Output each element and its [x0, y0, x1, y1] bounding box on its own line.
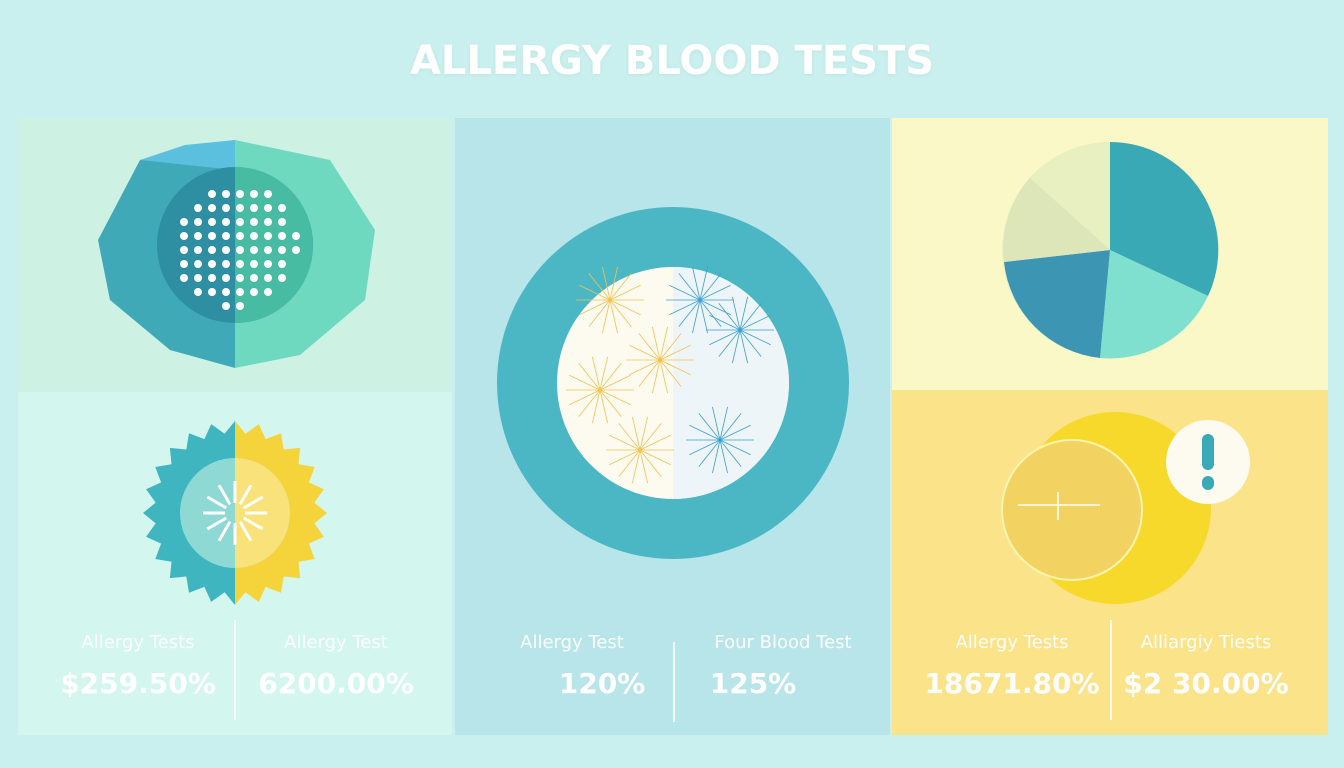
stat-2: Allergy Test 6200.00% — [236, 632, 436, 700]
stat-value: 120% — [558, 667, 646, 700]
page-title: ALLERGY BLOOD TESTS — [409, 38, 935, 84]
stat-6: Alliargiy Tiests $2 30.00% — [1106, 632, 1306, 700]
stat-label: Four Blood Test — [714, 632, 852, 653]
sun-gear-icon — [143, 421, 327, 605]
stat-label: Allergy Test — [520, 632, 624, 653]
blood-cell-circle-icon — [497, 207, 849, 559]
stat-label: Allergy Tests — [955, 632, 1069, 653]
stat-value: 18671.80% — [924, 667, 1100, 700]
exclamation-icon — [1166, 420, 1250, 504]
stat-value: $2 30.00% — [1123, 667, 1289, 700]
stat-1: Allergy Tests $259.50% — [38, 632, 238, 700]
pie-chart-icon — [1002, 141, 1219, 359]
divider — [673, 642, 675, 722]
stat-4: Four Blood Test 125% — [683, 632, 883, 700]
stat-label: Alliargiy Tiests — [1140, 632, 1272, 653]
stat-value: 125% — [709, 667, 797, 700]
stat-value: 6200.00% — [258, 667, 414, 700]
divider — [1110, 620, 1112, 720]
stat-label: Allergy Test — [284, 632, 388, 653]
dome-dots-icon — [98, 140, 375, 368]
stat-5: Allergy Tests 18671.80% — [912, 632, 1112, 700]
divider — [234, 620, 236, 720]
stat-3: Allergy Test 120% — [472, 632, 672, 700]
overlapping-circles-icon — [1001, 412, 1211, 604]
stat-label: Allergy Tests — [81, 632, 195, 653]
stat-value: $259.50% — [60, 667, 216, 700]
